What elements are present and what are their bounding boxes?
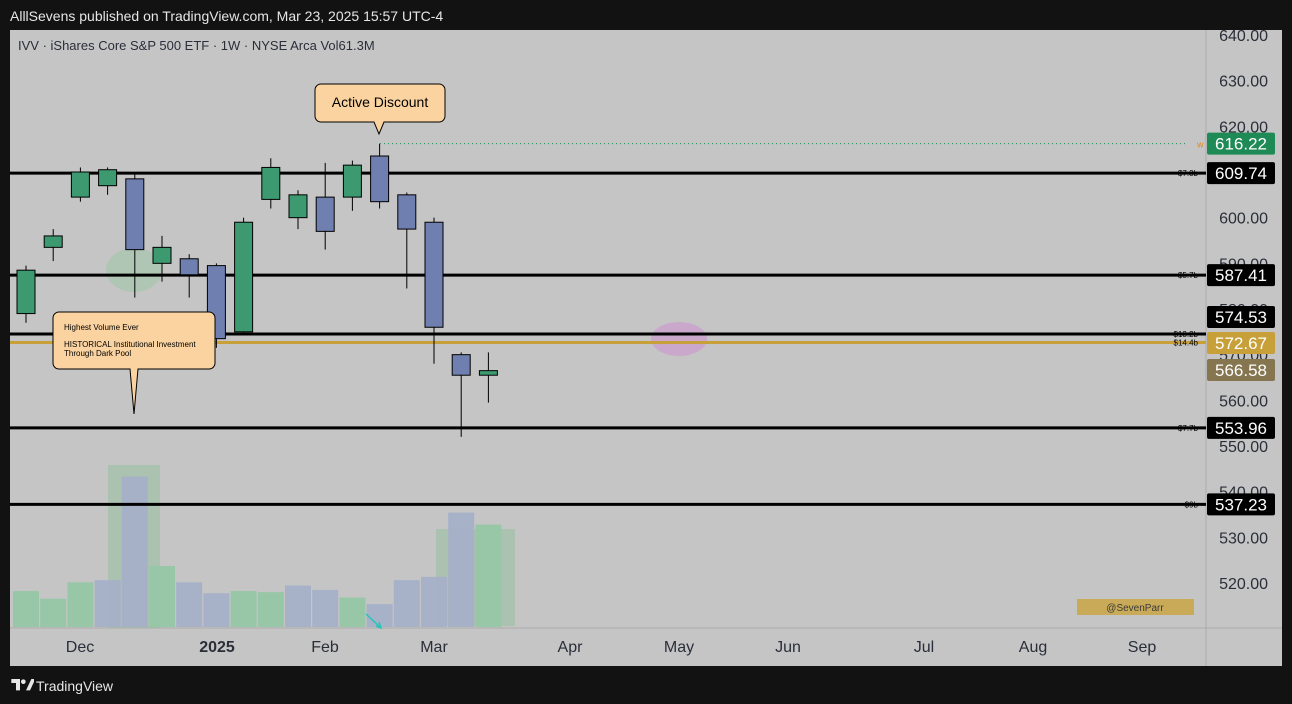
level-price-label-bg: [1207, 306, 1275, 328]
level-price-label-bg: [1207, 493, 1275, 516]
candle-body: [43, 235, 63, 248]
candle-body: [370, 155, 390, 203]
active-discount-callout: [314, 83, 446, 136]
publish-info: AlllSevens published on TradingView.com,…: [10, 8, 444, 24]
candle-body: [424, 221, 444, 328]
volume-bar: [67, 582, 94, 627]
y-tick-label: 640.00: [1219, 30, 1268, 45]
candlestick-chart[interactable]: 640.00630.00620.00610.00600.00590.00580.…: [10, 28, 1282, 666]
y-tick-label: 630.00: [1219, 74, 1268, 91]
candle-body: [261, 166, 281, 200]
level-volume-tag: $5.7b: [1178, 271, 1199, 280]
x-tick-label: 2025: [199, 639, 235, 656]
volume-bar: [393, 580, 420, 627]
y-tick-label: 520.00: [1219, 576, 1268, 593]
candle-body: [234, 221, 254, 333]
volume-bar: [448, 512, 475, 627]
dark-pool-callout: [52, 311, 216, 415]
x-tick-label: May: [664, 639, 694, 656]
price-axis-bg: [1206, 30, 1282, 628]
footer-bar: TradingView: [0, 668, 1292, 704]
publish-header: AlllSevens published on TradingView.com,…: [0, 0, 1292, 30]
x-tick-label: Apr: [558, 639, 584, 656]
level-volume-tag: $13.2b: [1174, 330, 1199, 339]
volume-bar: [339, 597, 366, 627]
volume-bar: [94, 580, 121, 627]
volume-bar: [312, 589, 339, 627]
extra-price-label: 566.58: [1215, 361, 1267, 380]
current-price-label: 616.22: [1215, 135, 1267, 154]
volume-bar: [121, 476, 148, 627]
chart-area[interactable]: 640.00630.00620.00610.00600.00590.00580.…: [10, 28, 1282, 666]
current-price-label-bg: [1207, 132, 1275, 155]
tradingview-brand[interactable]: TradingView: [36, 678, 114, 694]
candle-body: [125, 178, 145, 251]
x-tick-label: Dec: [66, 639, 94, 656]
level-volume-tag: $9b: [1185, 500, 1199, 509]
watermark-bg: [1077, 599, 1194, 615]
y-tick-label: 530.00: [1219, 530, 1268, 547]
level-volume-tag: $7.7b: [1178, 424, 1199, 433]
x-tick-label: Jul: [914, 639, 934, 656]
y-tick-label: 560.00: [1219, 393, 1268, 410]
level-price-label: 553.96: [1215, 419, 1267, 438]
callout-line-3: Through Dark Pool: [64, 349, 131, 358]
candle-body: [451, 354, 471, 376]
candle-body: [342, 164, 362, 198]
volume-bar: [257, 592, 284, 627]
level-price-label: 574.53: [1215, 308, 1267, 327]
candle-body: [315, 196, 335, 232]
level-price-label-bg: [1207, 332, 1275, 354]
y-tick-label: 550.00: [1219, 439, 1268, 456]
callout-line-1: Highest Volume Ever: [64, 323, 139, 332]
volume-bar: [13, 591, 39, 627]
level-price-label: 587.41: [1215, 266, 1267, 285]
active-discount-label: Active Discount: [332, 94, 429, 110]
candle-body: [98, 169, 118, 187]
candle-body: [478, 370, 498, 376]
volume-bar: [203, 593, 230, 627]
level-price-label: 572.67: [1215, 334, 1267, 353]
tradingview-logo-icon[interactable]: [10, 677, 34, 693]
volume-bar: [230, 591, 257, 627]
teal-arrow-head: [375, 621, 383, 630]
level-price-label: 537.23: [1215, 495, 1267, 514]
candle-body: [16, 269, 36, 315]
purple-highlight-circle: [651, 322, 707, 356]
x-tick-label: Feb: [311, 639, 339, 656]
y-tick-label: 600.00: [1219, 211, 1268, 228]
level-price-label-bg: [1207, 416, 1275, 439]
candle-body: [179, 258, 199, 276]
x-tick-label: Mar: [420, 639, 448, 656]
callout-line-2: HISTORICAL Institutional Investment: [64, 340, 196, 349]
candle-body: [397, 194, 417, 230]
candle-body: [288, 194, 308, 219]
green-highlight-circle: [106, 248, 162, 292]
y-tick-label: 620.00: [1219, 119, 1268, 136]
volume-bar: [149, 565, 175, 627]
symbol-info: IVV · iShares Core S&P 500 ETF · 1W · NY…: [18, 38, 375, 53]
watermark-text: @SevenParr: [1106, 603, 1164, 614]
level-volume-tag: $7.3b: [1178, 169, 1199, 178]
x-tick-label: Aug: [1019, 639, 1047, 656]
volume-bar: [176, 582, 203, 627]
level-volume-tag: $14.4b: [1174, 338, 1199, 347]
volume-bar: [421, 576, 447, 627]
level-price-label-bg: [1207, 264, 1275, 287]
level-price-label-bg: [1207, 162, 1275, 185]
teal-arrow-line: [365, 613, 381, 628]
x-tick-label: Jun: [775, 639, 801, 656]
candle-body: [70, 171, 90, 198]
volume-bar: [40, 598, 67, 627]
w-marker: w: [1196, 140, 1204, 150]
volume-bar: [475, 524, 502, 627]
x-tick-label: Sep: [1128, 639, 1157, 656]
level-price-label: 609.74: [1215, 164, 1267, 183]
extra-price-label-bg: [1207, 359, 1275, 381]
volume-bar: [285, 585, 311, 627]
candle-body: [152, 246, 172, 264]
